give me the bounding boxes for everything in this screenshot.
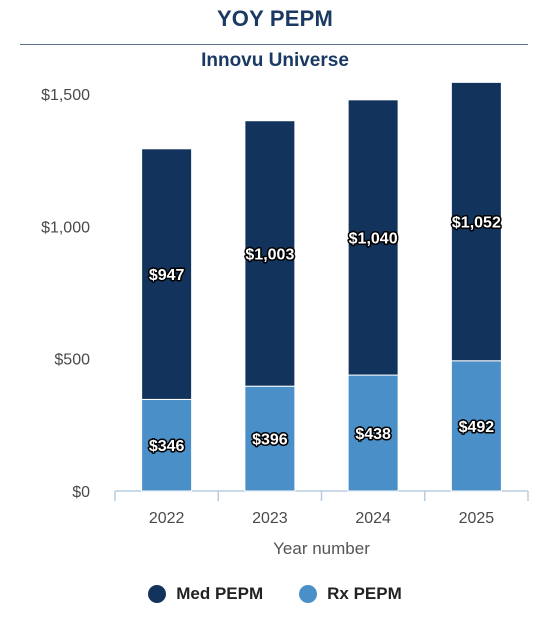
bar-data-label: $1,040 — [349, 230, 398, 247]
legend-swatch-med — [148, 585, 167, 603]
x-tick-label: 2022 — [149, 510, 185, 527]
legend-label-rx: Rx PEPM — [327, 584, 402, 603]
legend-item-med[interactable]: Med PEPM — [148, 584, 263, 604]
bar-data-label: $1,052 — [452, 215, 501, 232]
y-tick-label: $500 — [54, 352, 90, 369]
legend-label-med: Med PEPM — [176, 584, 264, 603]
x-tick-label: 2025 — [459, 510, 495, 527]
legend-item-rx[interactable]: Rx PEPM — [299, 584, 402, 604]
y-tick-label: $1,500 — [41, 87, 90, 104]
chart-subtitle: Innovu Universe — [201, 50, 349, 71]
y-tick-label: $0 — [72, 484, 90, 501]
bar-med[interactable] — [141, 148, 193, 400]
bar-rx[interactable] — [244, 385, 296, 492]
bar-data-label: $492 — [459, 419, 495, 436]
bar-rx[interactable] — [347, 374, 399, 492]
x-tick-label: 2024 — [355, 510, 391, 527]
legend-swatch-rx — [299, 585, 318, 603]
x-tick-label: 2023 — [252, 510, 288, 527]
bar-data-label: $438 — [355, 426, 391, 443]
y-tick-label: $1,000 — [41, 219, 90, 236]
bar-data-label: $1,003 — [245, 246, 294, 263]
chart-title: YOY PEPM — [216, 6, 334, 31]
legend: Med PEPM Rx PEPM — [0, 584, 550, 604]
title-divider — [20, 44, 528, 45]
bar-rx[interactable] — [141, 398, 193, 492]
bar-data-label: $947 — [149, 267, 185, 284]
bar-med[interactable] — [450, 81, 502, 362]
bar-data-label: $346 — [149, 438, 185, 455]
bar-med[interactable] — [347, 99, 399, 376]
bar-med[interactable] — [244, 120, 296, 387]
bar-data-label: $396 — [252, 432, 288, 449]
x-axis-title: Year number — [273, 539, 370, 558]
